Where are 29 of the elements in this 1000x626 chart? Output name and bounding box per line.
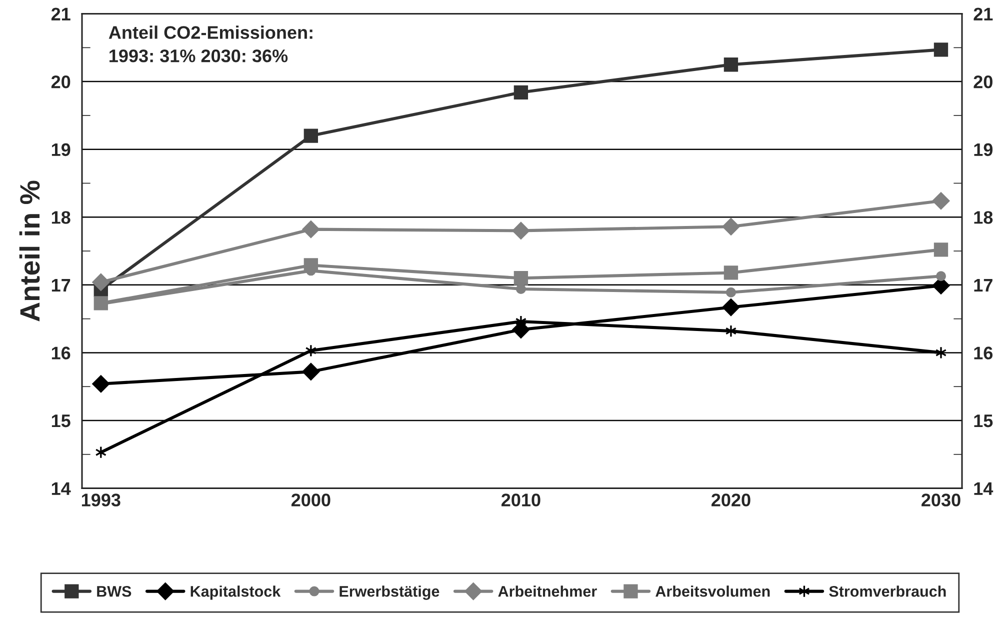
legend-label: BWS [97, 586, 132, 597]
y-tick-label: 18 [52, 211, 70, 224]
y-tick-label: 15 [52, 414, 70, 428]
x-tick-label: 2030 [922, 494, 960, 506]
y2-tick-label: 16 [974, 346, 993, 360]
y-tick-label: 16 [52, 346, 70, 360]
y2-tick-label: 21 [974, 8, 993, 20]
y-tick-label: 21 [51, 8, 70, 20]
y2-tick-label: 19 [974, 143, 993, 156]
y-tick-label: 17 [52, 279, 70, 292]
y-axis-title: Anteil in % [19, 180, 40, 322]
y2-tick-label: 18 [974, 211, 993, 224]
x-tick-label: 1993 [82, 494, 120, 506]
y2-tick-label: 14 [974, 482, 994, 495]
legend-label: Arbeitnehmer [498, 586, 597, 597]
legend-label: Stromverbrauch [829, 586, 946, 597]
y-tick-label: 19 [52, 143, 70, 156]
x-tick-label: 2020 [712, 494, 750, 506]
legend-label: Kapitalstock [190, 586, 281, 600]
legend-label: Erwerbstätige [340, 586, 440, 600]
legend-label: Arbeitsvolumen [656, 586, 770, 597]
x-tick-label: 2000 [291, 494, 330, 506]
annotation: Anteil CO2-Emissionen: 1993: 31% 2030: 36% [108, 26, 312, 62]
x-tick-label: 2010 [501, 494, 540, 506]
y2-tick-label: 17 [974, 279, 992, 292]
y2-tick-label: 15 [974, 414, 993, 428]
y-tick-label: 14 [52, 482, 71, 495]
y2-tick-label: 20 [974, 75, 992, 88]
y-tick-label: 20 [51, 75, 70, 88]
